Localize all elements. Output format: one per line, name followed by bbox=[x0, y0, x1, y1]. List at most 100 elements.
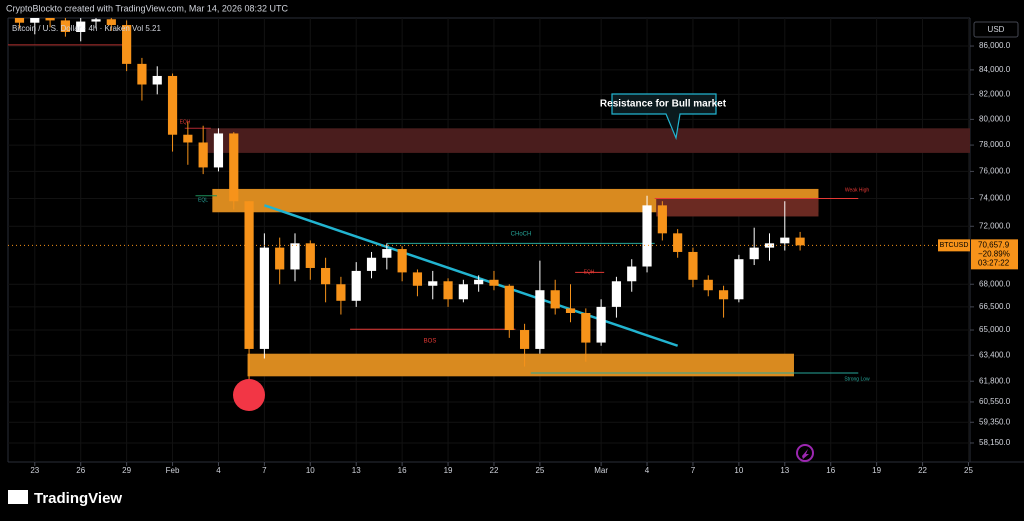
annotation: BOS bbox=[424, 339, 437, 345]
annotation: Weak High bbox=[845, 187, 870, 193]
x-tick-label: 10 bbox=[306, 466, 315, 475]
candle-body bbox=[397, 249, 407, 273]
candle-body bbox=[412, 272, 423, 286]
x-tick-label: 7 bbox=[691, 466, 696, 475]
y-tick-label: 82,000.0 bbox=[979, 89, 1011, 98]
y-tick-label: 84,000.0 bbox=[979, 65, 1011, 74]
candle-body bbox=[642, 205, 652, 267]
candle-body bbox=[76, 21, 86, 32]
x-tick-label: 13 bbox=[780, 466, 789, 475]
candle-body bbox=[382, 249, 392, 258]
brand-logo bbox=[8, 490, 28, 504]
candle-body bbox=[244, 201, 254, 349]
candle-body bbox=[443, 281, 453, 300]
x-tick-label: 7 bbox=[262, 466, 267, 475]
candle-body bbox=[275, 247, 285, 270]
candle-body bbox=[596, 306, 606, 343]
price-label: 70,657.9 bbox=[978, 240, 1010, 249]
candle-body bbox=[458, 284, 468, 300]
candle-body bbox=[734, 259, 744, 300]
annotation: Resistance for Bull market bbox=[600, 99, 727, 110]
y-tick-label: 80,000.0 bbox=[979, 115, 1011, 124]
y-tick-label: 74,000.0 bbox=[979, 194, 1011, 203]
x-tick-label: 19 bbox=[872, 466, 881, 475]
x-tick-label: 10 bbox=[734, 466, 743, 475]
candle-body bbox=[60, 20, 70, 32]
y-tick-label: 59,350.0 bbox=[979, 417, 1011, 426]
x-tick-label: 4 bbox=[216, 466, 221, 475]
candle-body bbox=[780, 237, 790, 244]
axis-unit: USD bbox=[988, 25, 1005, 34]
candle-body bbox=[183, 134, 193, 143]
event-icon bbox=[802, 449, 809, 459]
y-tick-label: 63,400.0 bbox=[979, 350, 1011, 359]
x-tick-label: Mar bbox=[594, 466, 608, 475]
y-tick-label: 78,000.0 bbox=[979, 140, 1011, 149]
marker bbox=[233, 379, 265, 411]
candle-body bbox=[198, 142, 208, 168]
drawing-line bbox=[263, 204, 679, 347]
candle-body bbox=[764, 243, 775, 248]
candle-body bbox=[519, 330, 530, 349]
candle-body bbox=[91, 19, 101, 22]
candle-body bbox=[152, 75, 162, 85]
x-tick-label: 13 bbox=[352, 466, 361, 475]
candle-body bbox=[167, 75, 178, 135]
annotation: EQL bbox=[198, 197, 208, 203]
candle-body bbox=[321, 267, 331, 285]
x-tick-label: 4 bbox=[645, 466, 650, 475]
candle-body bbox=[703, 279, 713, 291]
unit-box bbox=[973, 21, 1019, 38]
candle-body bbox=[259, 247, 269, 349]
y-tick-label: 72,000.0 bbox=[979, 221, 1011, 230]
x-tick-label: 23 bbox=[30, 466, 39, 475]
candle-body bbox=[122, 25, 132, 64]
candle-body bbox=[718, 290, 729, 300]
x-tick-label: 25 bbox=[964, 466, 973, 475]
countdown-label: 03:27:22 bbox=[978, 258, 1010, 267]
x-tick-label: 26 bbox=[76, 466, 85, 475]
x-tick-label: 25 bbox=[535, 466, 544, 475]
candle-body bbox=[749, 247, 759, 260]
symbol-title: Bitcoin / U.S. Dollar · 4h · Kraken Vol … bbox=[12, 24, 162, 33]
candle-body bbox=[305, 243, 315, 268]
y-tick-label: 86,000.0 bbox=[979, 41, 1011, 50]
candle-body bbox=[535, 290, 545, 349]
x-tick-label: 16 bbox=[826, 466, 835, 475]
candle-body bbox=[45, 18, 55, 21]
annotation: Strong Low bbox=[844, 376, 870, 382]
candle-body bbox=[611, 281, 622, 307]
symbol-box bbox=[938, 239, 970, 252]
symbol-label: BTCUSD bbox=[940, 242, 969, 249]
x-tick-label: 22 bbox=[490, 466, 499, 475]
y-tick-label: 58,150.0 bbox=[979, 438, 1011, 447]
y-tick-label: 68,000.0 bbox=[979, 279, 1011, 288]
candle-body bbox=[290, 243, 300, 270]
candle-body bbox=[30, 18, 40, 23]
candle-body bbox=[336, 284, 346, 301]
candle-body bbox=[137, 63, 147, 85]
candle-body bbox=[213, 133, 224, 168]
y-tick-label: 65,000.0 bbox=[979, 325, 1011, 334]
annotation: EQH bbox=[180, 119, 191, 125]
candle-body bbox=[366, 257, 377, 271]
candle-body bbox=[428, 281, 438, 286]
candle-body bbox=[657, 205, 667, 234]
candle-body bbox=[581, 312, 591, 343]
candle-body bbox=[229, 133, 239, 202]
credit: CryptoBlockto created with TradingView.c… bbox=[6, 3, 288, 13]
candle-body bbox=[565, 308, 576, 313]
y-tick-label: 61,800.0 bbox=[979, 376, 1011, 385]
brand: TradingView bbox=[34, 490, 122, 507]
x-tick-label: 16 bbox=[398, 466, 407, 475]
zone bbox=[247, 353, 794, 377]
price-box bbox=[971, 239, 1018, 270]
candle-body bbox=[474, 279, 484, 285]
annotation: CHoCH bbox=[511, 232, 532, 238]
y-tick-label: 66,500.0 bbox=[979, 302, 1011, 311]
x-tick-label: 19 bbox=[444, 466, 453, 475]
candle-body bbox=[673, 233, 683, 252]
candle-body bbox=[106, 19, 116, 26]
y-tick-label: 60,550.0 bbox=[979, 397, 1011, 406]
